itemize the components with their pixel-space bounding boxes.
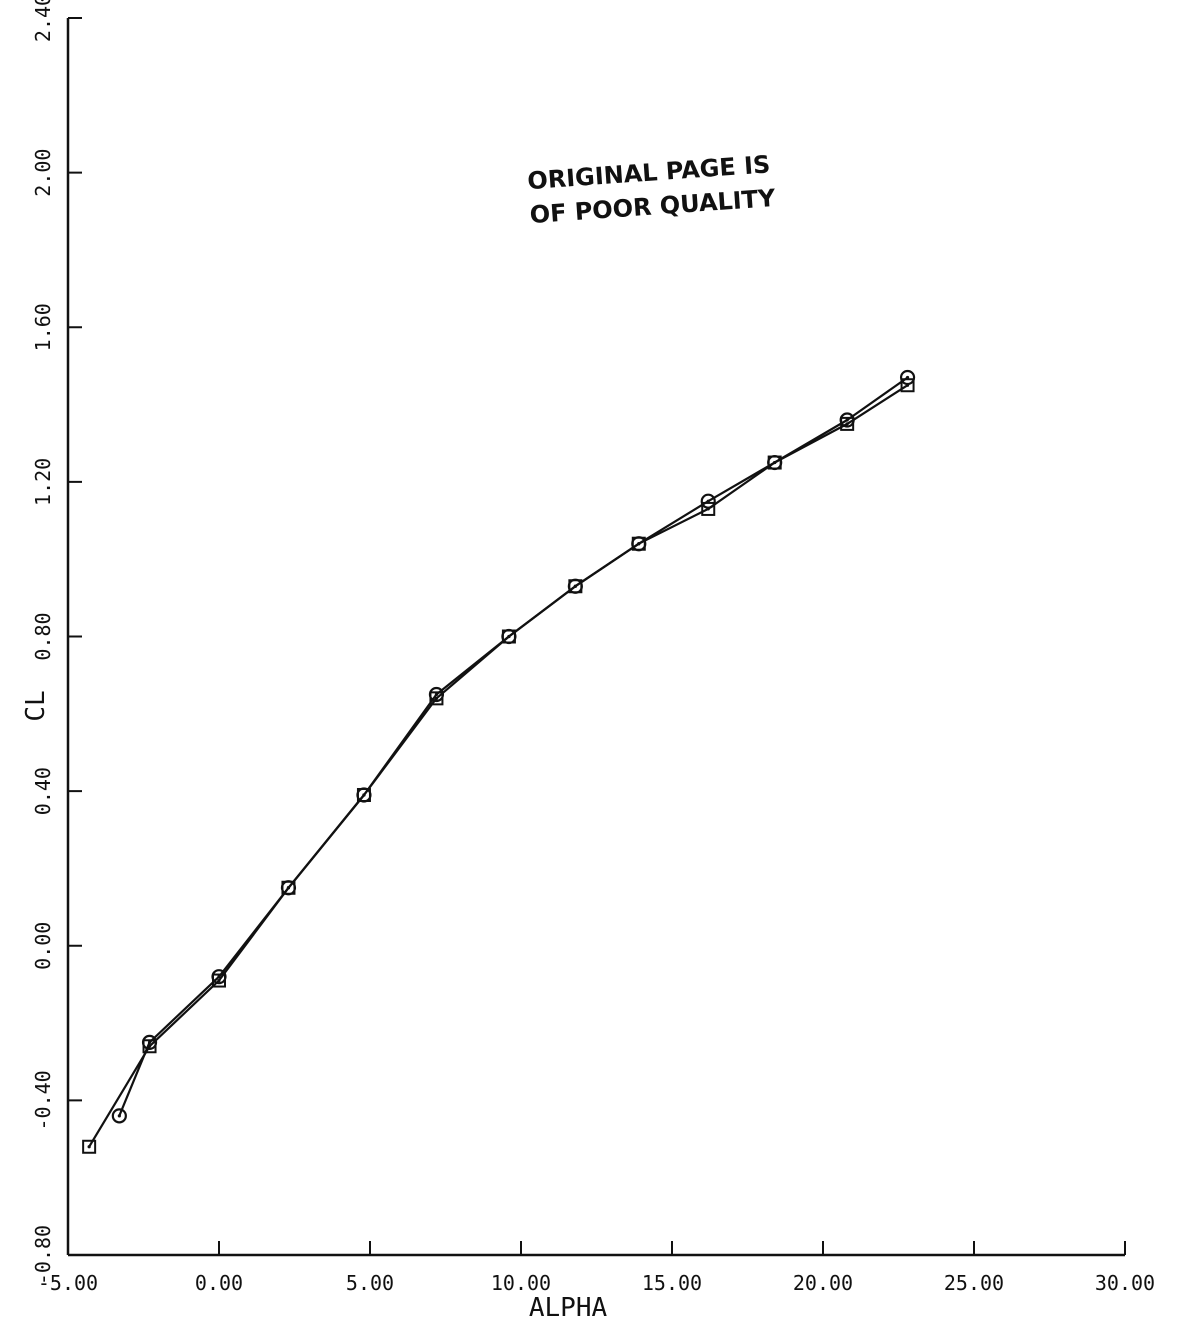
- x-tick-label: 15.00: [642, 1271, 702, 1295]
- y-tick-label: 0.00: [31, 922, 55, 970]
- square-marker: [900, 378, 915, 393]
- y-tick-label: 0.40: [31, 767, 55, 815]
- marker-dot: [362, 793, 366, 797]
- y-tick-label: 1.60: [31, 303, 55, 351]
- x-tick-label: 10.00: [491, 1271, 551, 1295]
- y-tick-label: 0.80: [31, 612, 55, 660]
- y-axis-title: CL: [21, 690, 51, 721]
- series-2-line: [118, 376, 909, 1117]
- series-1-line: [88, 384, 909, 1148]
- circle-marker: [141, 1034, 158, 1050]
- marker-dot: [217, 978, 221, 983]
- square-marker: [82, 1139, 97, 1154]
- circle-marker: [899, 369, 916, 386]
- circle-marker: [501, 628, 517, 645]
- ticks: -5.00 0.00 5.00 10.00 15.00 20.00 25.00 30.00 -0…: [31, 0, 1155, 1295]
- circle-marker: [839, 412, 855, 428]
- marker-dot: [87, 1145, 91, 1149]
- circle-marker: [356, 787, 372, 803]
- circle-marker: [428, 686, 445, 703]
- marker-dot: [706, 499, 710, 503]
- marker-dot: [507, 634, 511, 639]
- marker-dot: [117, 1114, 121, 1118]
- marker-dot: [217, 975, 221, 979]
- y-tick-label: -0.80: [31, 1225, 55, 1285]
- marker-dot: [773, 460, 777, 465]
- series-layer: [82, 369, 916, 1154]
- x-tick-label: 20.00: [793, 1271, 853, 1295]
- marker-dot: [147, 1040, 152, 1044]
- marker-dot: [434, 692, 439, 697]
- x-tick-label: 25.00: [944, 1271, 1004, 1295]
- marker-dot: [573, 584, 577, 588]
- marker-dot: [845, 418, 849, 422]
- y-tick-label: 2.00: [31, 149, 55, 197]
- circle-marker: [767, 454, 783, 471]
- marker-dot: [905, 375, 910, 380]
- marker-dot: [286, 886, 291, 890]
- circle-marker: [280, 880, 297, 896]
- circle-marker: [700, 493, 716, 509]
- x-tick-label: 0.00: [195, 1271, 243, 1295]
- circle-marker: [567, 578, 583, 594]
- circle-marker: [111, 1108, 127, 1124]
- quality-stamp: ORIGINAL PAGE IS OF POOR QUALITY: [526, 150, 776, 229]
- marker-dot: [845, 422, 849, 426]
- y-tick-label: 2.40: [31, 0, 55, 42]
- y-tick-label: -0.40: [31, 1070, 55, 1130]
- x-axis-title: ALPHA: [529, 1293, 608, 1323]
- circle-marker: [211, 969, 227, 985]
- square-marker: [701, 501, 716, 516]
- x-tick-label: 5.00: [346, 1271, 394, 1295]
- x-tick-label: 30.00: [1095, 1271, 1155, 1295]
- x-tick-label: -5.00: [38, 1271, 98, 1295]
- marker-dot: [434, 696, 439, 700]
- circle-marker: [631, 536, 647, 552]
- marker-dot: [637, 542, 641, 546]
- y-tick-label: 1.20: [31, 458, 55, 506]
